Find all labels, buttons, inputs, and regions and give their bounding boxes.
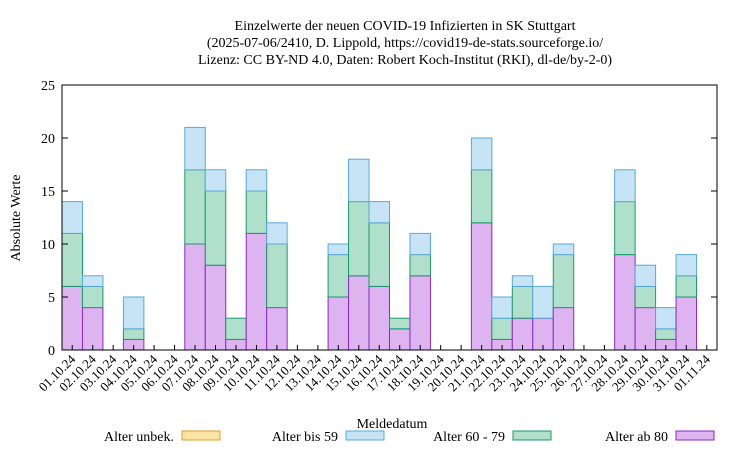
bar-segment <box>511 285 534 319</box>
bar-segment <box>409 254 431 277</box>
bar-segment <box>348 158 370 203</box>
bar-segment <box>470 137 493 171</box>
bar-segment <box>552 307 575 351</box>
bar-segment <box>81 285 104 309</box>
bar-segment <box>184 243 206 351</box>
bar-segment <box>327 296 350 351</box>
bar-segment <box>266 243 288 309</box>
bar-segment <box>368 222 390 287</box>
bar-segment <box>266 222 288 245</box>
chart-title: Einzelwerte der neuen COVID-19 Infiziert… <box>198 19 612 68</box>
bars-layer <box>61 126 698 351</box>
bar-segment <box>61 201 83 234</box>
bar-segment <box>634 285 657 309</box>
plot-frame <box>61 84 718 351</box>
legend-swatch <box>181 430 221 441</box>
bar-segment <box>184 169 206 245</box>
legend-swatch <box>345 430 385 441</box>
bar-segment <box>552 243 575 256</box>
bar-segment <box>327 254 350 298</box>
x-axis-label: Meldedatum <box>357 417 428 432</box>
legend-label: Alter ab 80 <box>605 430 668 445</box>
bar-segment <box>634 307 657 351</box>
bar-segment <box>491 296 513 319</box>
bar-segment <box>409 232 431 256</box>
y-tick-label: 10 <box>41 238 55 253</box>
legend-label: Alter unbek. <box>104 430 174 445</box>
legend-swatch <box>675 430 715 441</box>
bar-segment <box>675 296 698 351</box>
y-axis-label: Absolute Werte <box>9 175 24 262</box>
bar-segment <box>634 264 657 287</box>
bar-segment <box>122 296 145 330</box>
y-tick-label: 5 <box>48 291 55 306</box>
y-tick-label: 15 <box>41 185 55 200</box>
bar-segment <box>614 201 636 256</box>
title-line-1: Einzelwerte der neuen COVID-19 Infiziert… <box>235 19 576 34</box>
bar-segment <box>225 317 247 340</box>
bar-segment <box>184 126 206 171</box>
bar-segment <box>204 264 227 351</box>
bar-segment <box>470 222 493 351</box>
bar-segment <box>532 285 554 319</box>
bar-segment <box>204 190 227 266</box>
bar-segment <box>511 275 534 287</box>
bar-segment <box>409 275 431 351</box>
bar-segment <box>245 190 268 234</box>
bar-segment <box>245 169 268 192</box>
bar-segment <box>204 169 227 192</box>
bar-segment <box>655 307 677 330</box>
bar-segment <box>81 307 104 351</box>
bar-segment <box>655 328 677 340</box>
bar-segment <box>327 243 350 256</box>
bar-segment <box>348 201 370 277</box>
y-tick-label: 25 <box>41 79 55 94</box>
bar-segment <box>614 169 636 203</box>
bar-segment <box>122 328 145 340</box>
bar-segment <box>368 201 390 224</box>
bar-segment <box>389 317 411 330</box>
bar-segment <box>81 275 104 287</box>
y-tick-label: 20 <box>41 132 55 147</box>
bar-segment <box>61 285 83 351</box>
y-tick-label: 0 <box>48 344 55 359</box>
bar-segment <box>348 275 370 351</box>
bar-segment <box>675 275 698 298</box>
bar-segment <box>491 317 513 340</box>
legend-label: Alter bis 59 <box>272 430 338 445</box>
bar-segment <box>675 254 698 277</box>
bar-segment <box>470 169 493 224</box>
bar-segment <box>266 307 288 351</box>
y-axis: 0 5 10 15 20 25 <box>41 79 717 359</box>
bar-segment <box>245 232 268 351</box>
legend-label: Alter 60 - 79 <box>433 430 505 445</box>
legend: Alter unbek. Alter bis 59 Alter 60 - 79 Alt… <box>104 430 715 445</box>
title-line-3: Lizenz: CC BY-ND 4.0, Daten: Robert Koch… <box>198 53 612 68</box>
bar-segment <box>61 232 83 287</box>
bar-segment <box>614 254 636 351</box>
legend-swatch <box>512 430 552 441</box>
x-axis: 01.10.2402.10.2403.10.2404.10.2405.10.24… <box>36 345 713 394</box>
bar-segment <box>368 285 390 351</box>
bar-segment <box>552 254 575 309</box>
title-line-2: (2025-07-06/2410, D. Lippold, https://co… <box>207 36 603 51</box>
